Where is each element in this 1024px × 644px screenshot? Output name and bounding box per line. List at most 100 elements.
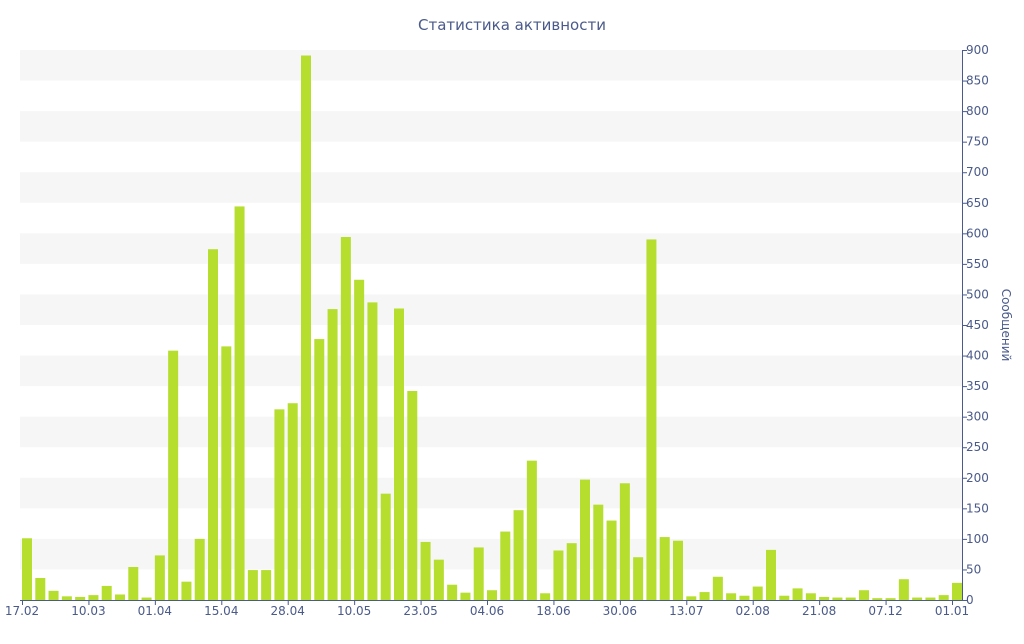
bar (805, 593, 816, 600)
bar (115, 594, 125, 600)
y-tick-label: 350 (966, 379, 989, 393)
x-tick-label: 15.04 (204, 604, 238, 618)
bar (766, 549, 776, 600)
bar (606, 520, 617, 600)
grid-band (20, 294, 962, 325)
bar (646, 239, 657, 600)
bar (726, 593, 737, 600)
grid-bands (20, 50, 962, 570)
y-tick-label: 750 (966, 135, 989, 149)
bar (925, 597, 936, 600)
y-tick-label: 900 (966, 43, 989, 57)
bar (154, 555, 165, 600)
y-tick-label: 150 (966, 501, 989, 515)
grid-band (20, 50, 962, 81)
bar (394, 308, 404, 600)
bar (819, 596, 830, 600)
bar (354, 279, 365, 600)
bar (287, 403, 298, 600)
bar (938, 595, 949, 600)
y-tick-label: 50 (966, 562, 981, 576)
bar (247, 570, 258, 600)
bar (912, 597, 923, 600)
bar (885, 598, 896, 600)
bar (513, 510, 524, 600)
bar (872, 598, 883, 600)
bar (194, 538, 205, 600)
y-tick-label: 800 (966, 104, 989, 118)
bar (35, 578, 46, 600)
x-axis-ticks: 17.02 10.03 01.04 15.04 28.04 10.05 23.05 04.06… (5, 600, 969, 618)
bar (101, 585, 112, 600)
bar (367, 302, 378, 600)
grid-band (20, 477, 962, 509)
bar (739, 595, 750, 600)
x-tick-label: 10.05 (337, 604, 371, 618)
bar (22, 538, 32, 600)
bar (553, 550, 564, 600)
bar (447, 584, 458, 600)
bar (340, 237, 351, 600)
x-tick-label: 18.06 (536, 604, 570, 618)
x-tick-label: 30.06 (603, 604, 637, 618)
bar (500, 531, 511, 600)
y-tick-label: 450 (966, 318, 989, 332)
grid-band (20, 172, 962, 203)
bars-group (22, 55, 962, 600)
x-tick-label: 21.08 (802, 604, 836, 618)
y-tick-label: 600 (966, 226, 989, 240)
bar (75, 596, 86, 600)
bar (221, 346, 232, 600)
y-axis-ticks: 0 50 100 150 200 250 300 350 400 450 500 550 600 650 7… (962, 43, 989, 607)
grid-band (20, 233, 962, 264)
x-tick-label: 10.03 (71, 604, 105, 618)
bar (460, 592, 471, 600)
bar (633, 557, 644, 600)
bar (234, 206, 245, 600)
bar (473, 547, 484, 600)
y-tick-label: 300 (966, 410, 989, 424)
bar (779, 595, 790, 600)
bar (593, 504, 604, 600)
y-tick-label: 250 (966, 440, 989, 454)
bar (859, 590, 869, 600)
bar (673, 540, 683, 600)
grid-band (20, 416, 962, 448)
x-tick-label: 01.01 (935, 604, 969, 618)
bar (208, 249, 218, 600)
grid-band (20, 111, 962, 142)
bar (420, 541, 431, 600)
bar (487, 590, 497, 600)
y-tick-label: 850 (966, 74, 989, 88)
bar (407, 391, 418, 600)
bar (314, 339, 325, 600)
bar (526, 460, 537, 600)
bar (580, 479, 590, 600)
y-tick-label: 700 (966, 165, 989, 179)
bar (952, 582, 962, 600)
bar (128, 567, 139, 600)
y-tick-label: 500 (966, 287, 989, 301)
bar (261, 570, 272, 600)
bar (845, 597, 856, 600)
y-tick-label: 0 (966, 593, 974, 607)
bar (380, 493, 391, 600)
bar (433, 559, 444, 600)
bar (274, 409, 285, 600)
bar (659, 537, 670, 600)
bar (327, 309, 338, 600)
bar (699, 592, 710, 600)
y-tick-label: 400 (966, 349, 989, 363)
bar (540, 593, 551, 600)
bar (686, 596, 697, 600)
bar (752, 586, 763, 600)
bar (792, 588, 803, 600)
x-tick-label: 07.12 (868, 604, 902, 618)
chart-title: Статистика активности (418, 16, 606, 34)
bar (88, 595, 99, 600)
grid-band (20, 355, 962, 387)
bar (619, 483, 630, 600)
y-tick-label: 650 (966, 196, 989, 210)
